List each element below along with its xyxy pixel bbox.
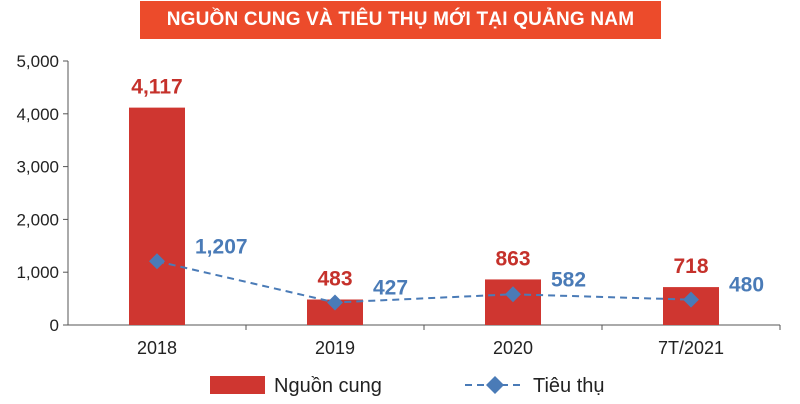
bar-series [129, 107, 719, 325]
line-value-label: 427 [373, 276, 408, 299]
y-tick-label: 2,000 [16, 210, 59, 229]
line-point-marker [149, 253, 165, 270]
x-tick-label: 2019 [315, 338, 355, 358]
x-tick-label: 2018 [137, 338, 177, 358]
bar-nguon-cung [129, 107, 185, 325]
bar-value-label: 718 [673, 255, 708, 278]
line-series [149, 253, 699, 311]
y-tick-label: 3,000 [16, 158, 59, 177]
line-tieu-thu [156, 260, 692, 304]
legend-marker-tieu-thu [486, 376, 504, 394]
y-tick-label: 1,000 [16, 263, 59, 282]
legend: Nguồn cung Tiêu thụ [210, 375, 605, 397]
line-value-label: 480 [729, 274, 764, 297]
line-point-marker [505, 286, 521, 303]
legend-swatch-nguon-cung [210, 376, 265, 394]
line-point-marker [683, 291, 699, 308]
data-labels: 4,117 483 863 718 1,207 427 582 480 [131, 76, 764, 300]
legend-label-nguon-cung: Nguồn cung [274, 375, 382, 397]
bar-value-label: 4,117 [131, 76, 182, 99]
y-tick-label: 4,000 [16, 105, 59, 124]
bar-value-label: 863 [495, 247, 530, 270]
y-tick-label: 0 [50, 316, 59, 335]
axes: 0 1,000 2,000 3,000 4,000 5,000 2018 2019 2020 7T… [16, 52, 781, 358]
chart-title: NGUỒN CUNG VÀ TIÊU THỤ MỚI TẠI QUẢNG NAM [140, 1, 661, 39]
x-tick-label: 2020 [493, 338, 533, 358]
x-tick-label: 7T/2021 [658, 338, 724, 358]
y-tick-label: 5,000 [16, 52, 59, 71]
line-value-label: 1,207 [195, 235, 248, 258]
line-value-label: 582 [551, 268, 586, 291]
line-point-marker [327, 294, 343, 311]
legend-label-tieu-thu: Tiêu thụ [533, 375, 605, 397]
bar-value-label: 483 [317, 267, 352, 290]
